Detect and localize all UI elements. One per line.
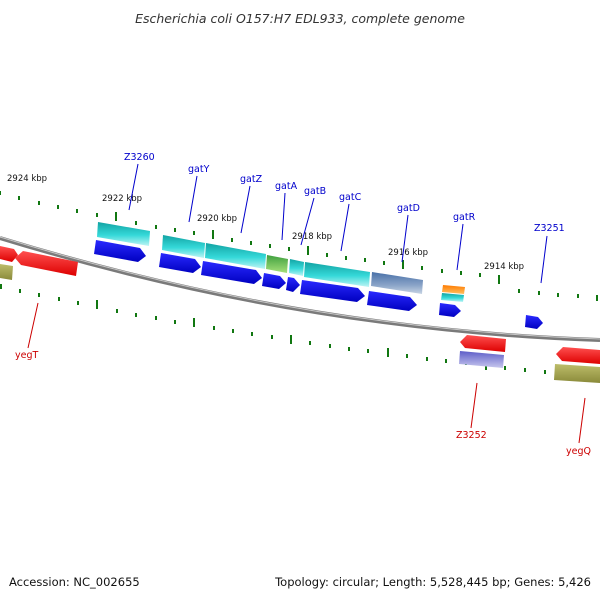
label-gatb[interactable]: gatB [304, 186, 326, 197]
gatc-gene-arrow[interactable] [300, 280, 365, 302]
label-gatz[interactable]: gatZ [240, 174, 263, 185]
gatz-gene-arrow[interactable] [201, 261, 262, 284]
genome-summary-text: Topology: circular; Length: 5,528,445 bp… [274, 575, 591, 589]
gatc-feature-bar[interactable] [304, 262, 370, 287]
label-gatc[interactable]: gatC [339, 192, 362, 203]
label-gata[interactable]: gatA [275, 181, 298, 192]
label-gatd[interactable]: gatD [397, 203, 420, 214]
map-title: Escherichia coli O157:H7 EDL933, complet… [135, 11, 465, 26]
label-gaty[interactable]: gatY [188, 164, 210, 175]
z3260-gene-arrow[interactable] [94, 240, 146, 262]
z3252-feature-bar[interactable] [459, 351, 504, 368]
kbp-2916: 2916 kbp [388, 248, 428, 258]
z3251-gene-arrow[interactable] [525, 315, 543, 329]
z3260-feature-bar[interactable] [97, 222, 150, 246]
gatz-feature-bar[interactable] [205, 243, 266, 269]
reverse-leader-lines [27, 302, 586, 444]
kbp-2914: 2914 kbp [484, 262, 524, 272]
label-gatr[interactable]: gatR [453, 212, 476, 223]
reverse-gene-arrows [0, 246, 600, 383]
forward-gene-arrows [94, 240, 543, 329]
yegt-gene-arrow-left[interactable] [0, 246, 18, 262]
kbp-2922: 2922 kbp [102, 194, 142, 204]
gaty-feature-bar[interactable] [162, 235, 205, 258]
kbp-2924: 2924 kbp [7, 174, 47, 184]
gatd-gene-arrow[interactable] [367, 291, 417, 311]
gatd-feature-bar[interactable] [371, 272, 423, 294]
yegt-feature-bar[interactable] [0, 264, 13, 280]
label-z3252[interactable]: Z3252 [456, 430, 487, 441]
accession-text: Accession: NC_002655 [9, 575, 140, 589]
forward-leader-lines [128, 163, 548, 284]
label-yegq[interactable]: yegQ [566, 446, 591, 457]
kbp-2918: 2918 kbp [292, 232, 332, 242]
yegq-gene-arrow[interactable] [556, 347, 600, 364]
kbp-2920: 2920 kbp [197, 214, 237, 224]
gata-feature-bar[interactable] [266, 255, 288, 273]
yegq-feature-bar[interactable] [554, 364, 600, 383]
z3252-gene-arrow[interactable] [460, 335, 506, 352]
gatr-feature-bar-b[interactable] [441, 293, 464, 302]
label-yegt[interactable]: yegT [15, 350, 38, 361]
gata-gene-arrow[interactable] [262, 273, 286, 289]
yegt-gene-arrow[interactable] [15, 251, 78, 276]
gatr-feature-bar-a[interactable] [442, 285, 465, 294]
label-z3251[interactable]: Z3251 [534, 223, 565, 234]
gatb-gene-arrow[interactable] [286, 277, 300, 292]
gaty-gene-arrow[interactable] [159, 253, 201, 273]
gatr-gene-arrow[interactable] [439, 303, 461, 317]
genome-backbone-highlight [0, 236, 600, 340]
forward-feature-row [97, 222, 465, 302]
genome-backbone [0, 236, 600, 342]
outer-tick-track [0, 191, 598, 301]
gene-labels: Z3260 gatY gatZ gatA gatB gatC gatD gatR… [15, 152, 591, 457]
gatb-feature-bar[interactable] [289, 259, 304, 276]
label-z3260[interactable]: Z3260 [124, 152, 155, 163]
